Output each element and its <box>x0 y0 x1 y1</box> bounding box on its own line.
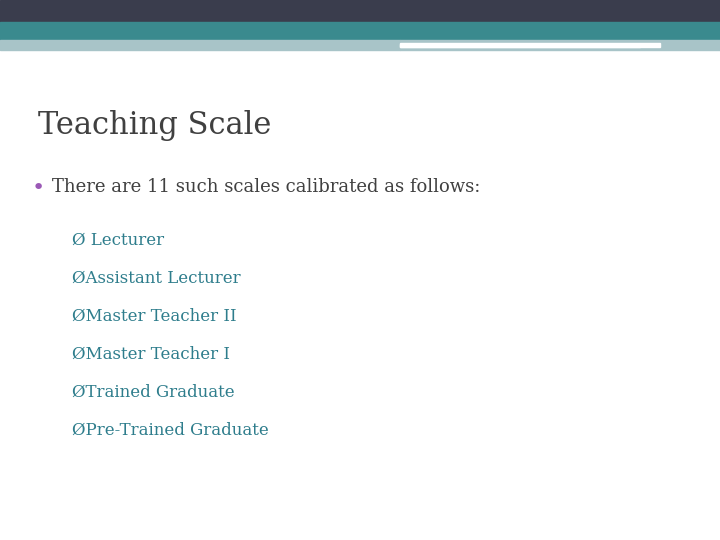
Text: ØAssistant Lecturer: ØAssistant Lecturer <box>72 270 240 287</box>
Text: There are 11 such scales calibrated as follows:: There are 11 such scales calibrated as f… <box>52 178 480 196</box>
Text: Teaching Scale: Teaching Scale <box>38 110 271 141</box>
Text: ØTrained Graduate: ØTrained Graduate <box>72 384 235 401</box>
Bar <box>400 43 660 47</box>
Text: ØPre-Trained Graduate: ØPre-Trained Graduate <box>72 422 269 439</box>
Text: ØMaster Teacher I: ØMaster Teacher I <box>72 346 230 363</box>
Bar <box>0 0 720 22</box>
Text: Ø Lecturer: Ø Lecturer <box>72 232 164 249</box>
Bar <box>0 22 720 40</box>
Bar <box>0 40 400 50</box>
Bar <box>400 44 640 47</box>
Text: ØMaster Teacher II: ØMaster Teacher II <box>72 308 237 325</box>
Bar <box>400 40 720 50</box>
Text: •: • <box>32 178 45 198</box>
